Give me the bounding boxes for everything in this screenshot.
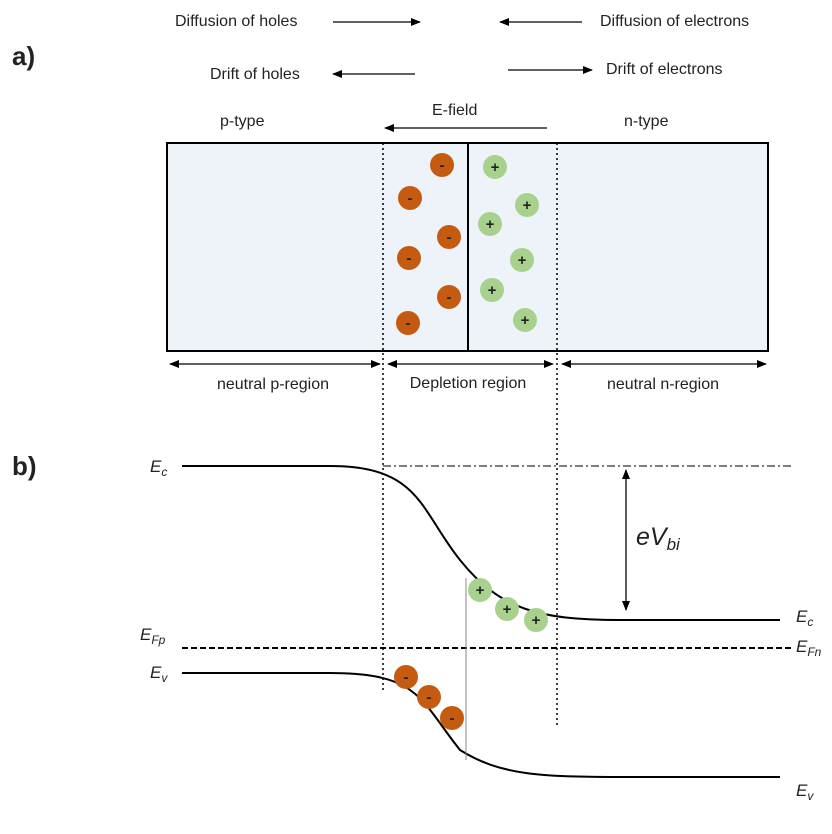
- band-label: Ev: [796, 781, 814, 803]
- panel-label: b): [12, 451, 37, 481]
- ion-sign: +: [476, 582, 485, 599]
- band-label: Ec: [150, 457, 167, 479]
- flow-label: Drift of electrons: [606, 61, 722, 78]
- ion-sign: -: [447, 289, 452, 306]
- p-type-label: p-type: [220, 113, 265, 130]
- region-label: neutral n-region: [607, 376, 719, 393]
- field-label: E-field: [432, 102, 477, 119]
- ion-sign: -: [406, 315, 411, 332]
- ion-sign: -: [427, 689, 432, 706]
- ion-sign: +: [503, 601, 512, 618]
- ion-sign: +: [532, 612, 541, 629]
- flow-label: Drift of holes: [210, 66, 300, 83]
- ion-sign: +: [491, 159, 500, 176]
- ion-sign: +: [521, 312, 530, 329]
- ion-sign: +: [518, 252, 527, 269]
- region-label: neutral p-region: [217, 376, 329, 393]
- n-type-label: n-type: [624, 113, 669, 130]
- ion-sign: -: [408, 190, 413, 207]
- ion-sign: -: [440, 157, 445, 174]
- valence-band: [182, 673, 780, 777]
- band-label: EFn: [796, 637, 822, 659]
- band-label: EFp: [140, 625, 166, 647]
- region-label: Depletion region: [410, 375, 527, 392]
- flow-label: Diffusion of electrons: [600, 13, 749, 30]
- ion-sign: -: [450, 710, 455, 727]
- flow-label: Diffusion of holes: [175, 13, 297, 30]
- ion-sign: +: [486, 216, 495, 233]
- ion-sign: -: [447, 229, 452, 246]
- band-label: Ev: [150, 663, 168, 685]
- ion-sign: -: [404, 669, 409, 686]
- ion-sign: -: [407, 250, 412, 267]
- band-label: Ec: [796, 607, 813, 629]
- vbi-label: eVbi: [636, 523, 681, 555]
- panel-label: a): [12, 41, 35, 71]
- pn-junction-diagram: a) b) Diffusion of holes Diffusion of el…: [0, 0, 832, 834]
- ion-sign: +: [523, 197, 532, 214]
- ion-sign: +: [488, 282, 497, 299]
